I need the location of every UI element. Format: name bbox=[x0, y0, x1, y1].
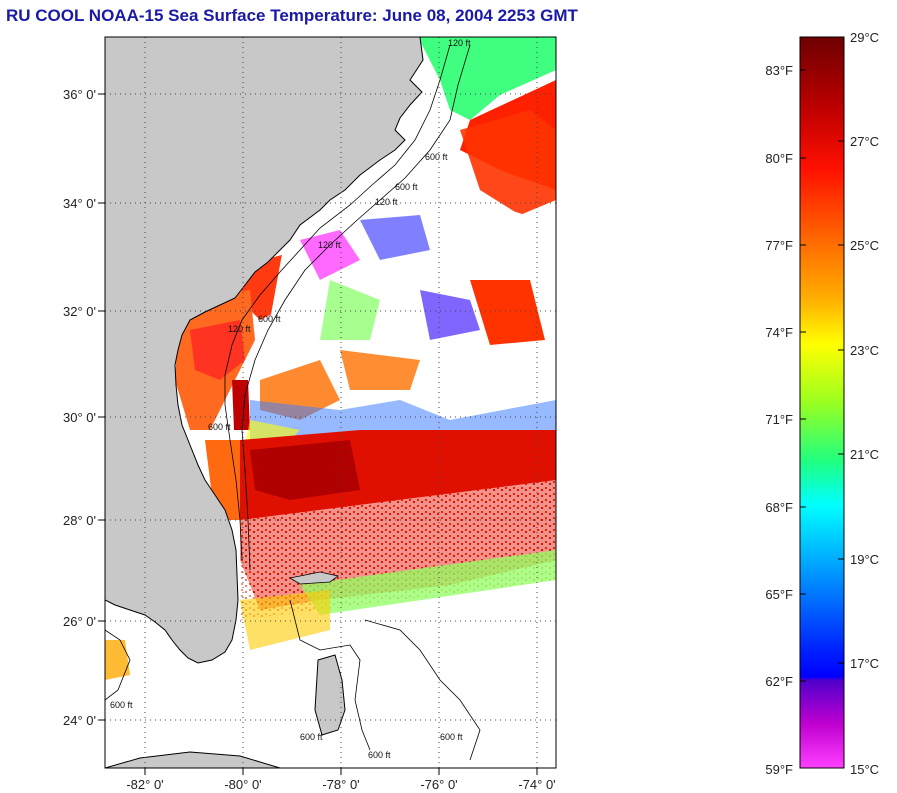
latitude-label: 32° 0' bbox=[63, 304, 96, 319]
land-masses bbox=[105, 37, 424, 768]
grand-bahama-land bbox=[288, 571, 339, 585]
longitude-label: -74° 0' bbox=[518, 777, 555, 792]
map-grid bbox=[105, 37, 556, 768]
celsius-label: 23°C bbox=[850, 343, 879, 358]
celsius-label: 29°C bbox=[850, 30, 879, 45]
cuba-land bbox=[105, 751, 281, 768]
us-east-coast-land bbox=[105, 37, 424, 664]
celsius-label: 19°C bbox=[850, 552, 879, 567]
latitude-label: 24° 0' bbox=[63, 713, 96, 728]
fahrenheit-labels: 83°F 80°F 77°F 74°F 71°F 68°F 65°F 62°F … bbox=[765, 63, 793, 777]
map-panel: 120 ft 600 ft 120 ft 600 ft 120 ft 600 f… bbox=[105, 37, 556, 768]
colorbar-gradient bbox=[799, 36, 845, 769]
contour-label: 600 ft bbox=[395, 182, 418, 192]
contour-label: 600 ft bbox=[208, 422, 231, 432]
celsius-label: 15°C bbox=[850, 762, 879, 777]
axis-ticks bbox=[98, 93, 538, 775]
celsius-label: 21°C bbox=[850, 447, 879, 462]
latitude-label: 28° 0' bbox=[63, 513, 96, 528]
contour-label: 600 ft bbox=[110, 700, 133, 710]
latitude-label: 30° 0' bbox=[63, 410, 96, 425]
colorbar-ticks bbox=[800, 69, 844, 682]
fahrenheit-label: 65°F bbox=[765, 587, 793, 602]
contour-label: 120 ft bbox=[448, 38, 471, 48]
bathymetry-contours bbox=[105, 44, 481, 761]
fahrenheit-label: 80°F bbox=[765, 151, 793, 166]
longitude-label: -80° 0' bbox=[224, 777, 261, 792]
contour-label: 120 ft bbox=[318, 240, 341, 250]
celsius-labels: 29°C 27°C 25°C 23°C 21°C 19°C 17°C 15°C bbox=[850, 30, 879, 777]
contour-label: 120 ft bbox=[228, 324, 251, 334]
celsius-label: 17°C bbox=[850, 656, 879, 671]
longitude-label: -82° 0' bbox=[126, 777, 163, 792]
fahrenheit-label: 71°F bbox=[765, 412, 793, 427]
longitude-label: -76° 0' bbox=[420, 777, 457, 792]
fahrenheit-label: 77°F bbox=[765, 238, 793, 253]
map-title: RU COOL NOAA-15 Sea Surface Temperature:… bbox=[6, 6, 578, 25]
latitude-labels: 36° 0' 34° 0' 32° 0' 30° 0' 28° 0' 26° 0… bbox=[63, 87, 96, 728]
sst-patch-eddy bbox=[470, 280, 545, 345]
celsius-label: 27°C bbox=[850, 134, 879, 149]
andros-island-land bbox=[314, 654, 346, 736]
fahrenheit-label: 68°F bbox=[765, 500, 793, 515]
contour-label: 600 ft bbox=[425, 152, 448, 162]
latitude-label: 26° 0' bbox=[63, 614, 96, 629]
contour-label: 600 ft bbox=[440, 732, 463, 742]
contour-label: 600 ft bbox=[300, 732, 323, 742]
map-border bbox=[104, 36, 557, 769]
contour-label: 600 ft bbox=[368, 750, 391, 760]
longitude-label: -78° 0' bbox=[322, 777, 359, 792]
celsius-label: 25°C bbox=[850, 238, 879, 253]
longitude-labels: -82° 0' -80° 0' -78° 0' -76° 0' -74° 0' bbox=[126, 777, 555, 792]
sst-patch-cool-north bbox=[418, 37, 556, 120]
sst-field bbox=[105, 37, 556, 680]
latitude-label: 34° 0' bbox=[63, 196, 96, 211]
fahrenheit-label: 83°F bbox=[765, 63, 793, 78]
fahrenheit-label: 59°F bbox=[765, 762, 793, 777]
temperature-colorbar: 83°F 80°F 77°F 74°F 71°F 68°F 65°F 62°F … bbox=[765, 30, 879, 777]
contour-label: 120 ft bbox=[375, 197, 398, 207]
fahrenheit-label: 62°F bbox=[765, 674, 793, 689]
latitude-label: 36° 0' bbox=[63, 87, 96, 102]
fahrenheit-label: 74°F bbox=[765, 325, 793, 340]
contour-label: 600 ft bbox=[258, 314, 281, 324]
contour-labels: 120 ft 600 ft 120 ft 600 ft 120 ft 600 f… bbox=[110, 38, 471, 760]
